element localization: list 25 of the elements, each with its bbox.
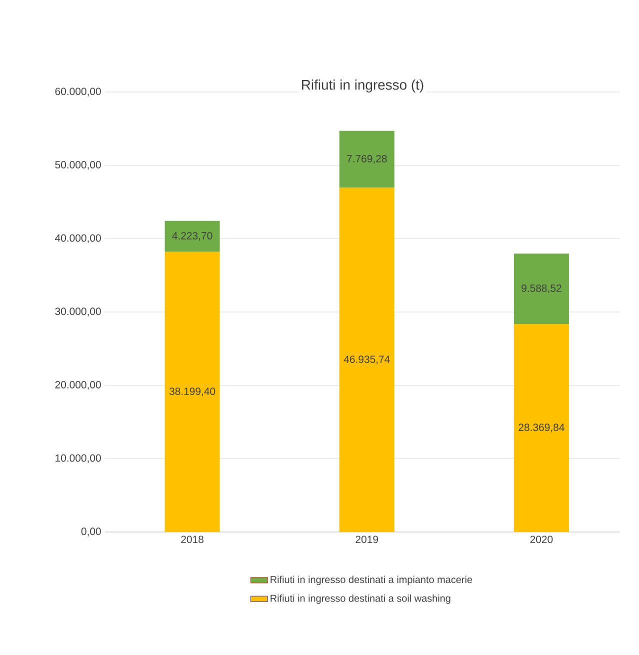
legend-label: Rifiuti in ingresso destinati a soil washing bbox=[270, 594, 450, 604]
y-tick-label: 60.000,00 bbox=[55, 88, 101, 96]
legend-label: Rifiuti in ingresso destinati a impianto macerie bbox=[270, 576, 472, 586]
y-tick-label: 10.000,00 bbox=[56, 454, 101, 463]
y-tick-label: 20.000,00 bbox=[55, 381, 101, 390]
x-tick-label: 2020 bbox=[530, 536, 553, 544]
bar bbox=[339, 188, 394, 532]
x-tick-label: 2019 bbox=[356, 536, 378, 544]
bar bbox=[164, 220, 220, 252]
x-tick-label: 2018 bbox=[181, 536, 204, 544]
y-tick-label: 50.000,00 bbox=[55, 161, 101, 170]
data-label: 38.199,40 bbox=[169, 388, 216, 396]
bar bbox=[514, 254, 569, 324]
y-tick-label: 0,00 bbox=[81, 528, 101, 536]
y-tick-label: 30.000,00 bbox=[55, 308, 101, 316]
data-label: 4.223,70 bbox=[172, 232, 212, 241]
bar bbox=[164, 252, 220, 532]
data-label: 28.369,84 bbox=[518, 424, 564, 432]
data-label: 9.588,52 bbox=[522, 284, 562, 294]
y-tick-label: 40.000,00 bbox=[55, 234, 101, 243]
chart-title: Rifiuti in ingresso (t) bbox=[302, 80, 424, 93]
data-label: 7.769,28 bbox=[347, 155, 387, 164]
bar bbox=[339, 130, 394, 188]
bar bbox=[514, 324, 569, 532]
data-label: 46.935,74 bbox=[344, 356, 390, 364]
